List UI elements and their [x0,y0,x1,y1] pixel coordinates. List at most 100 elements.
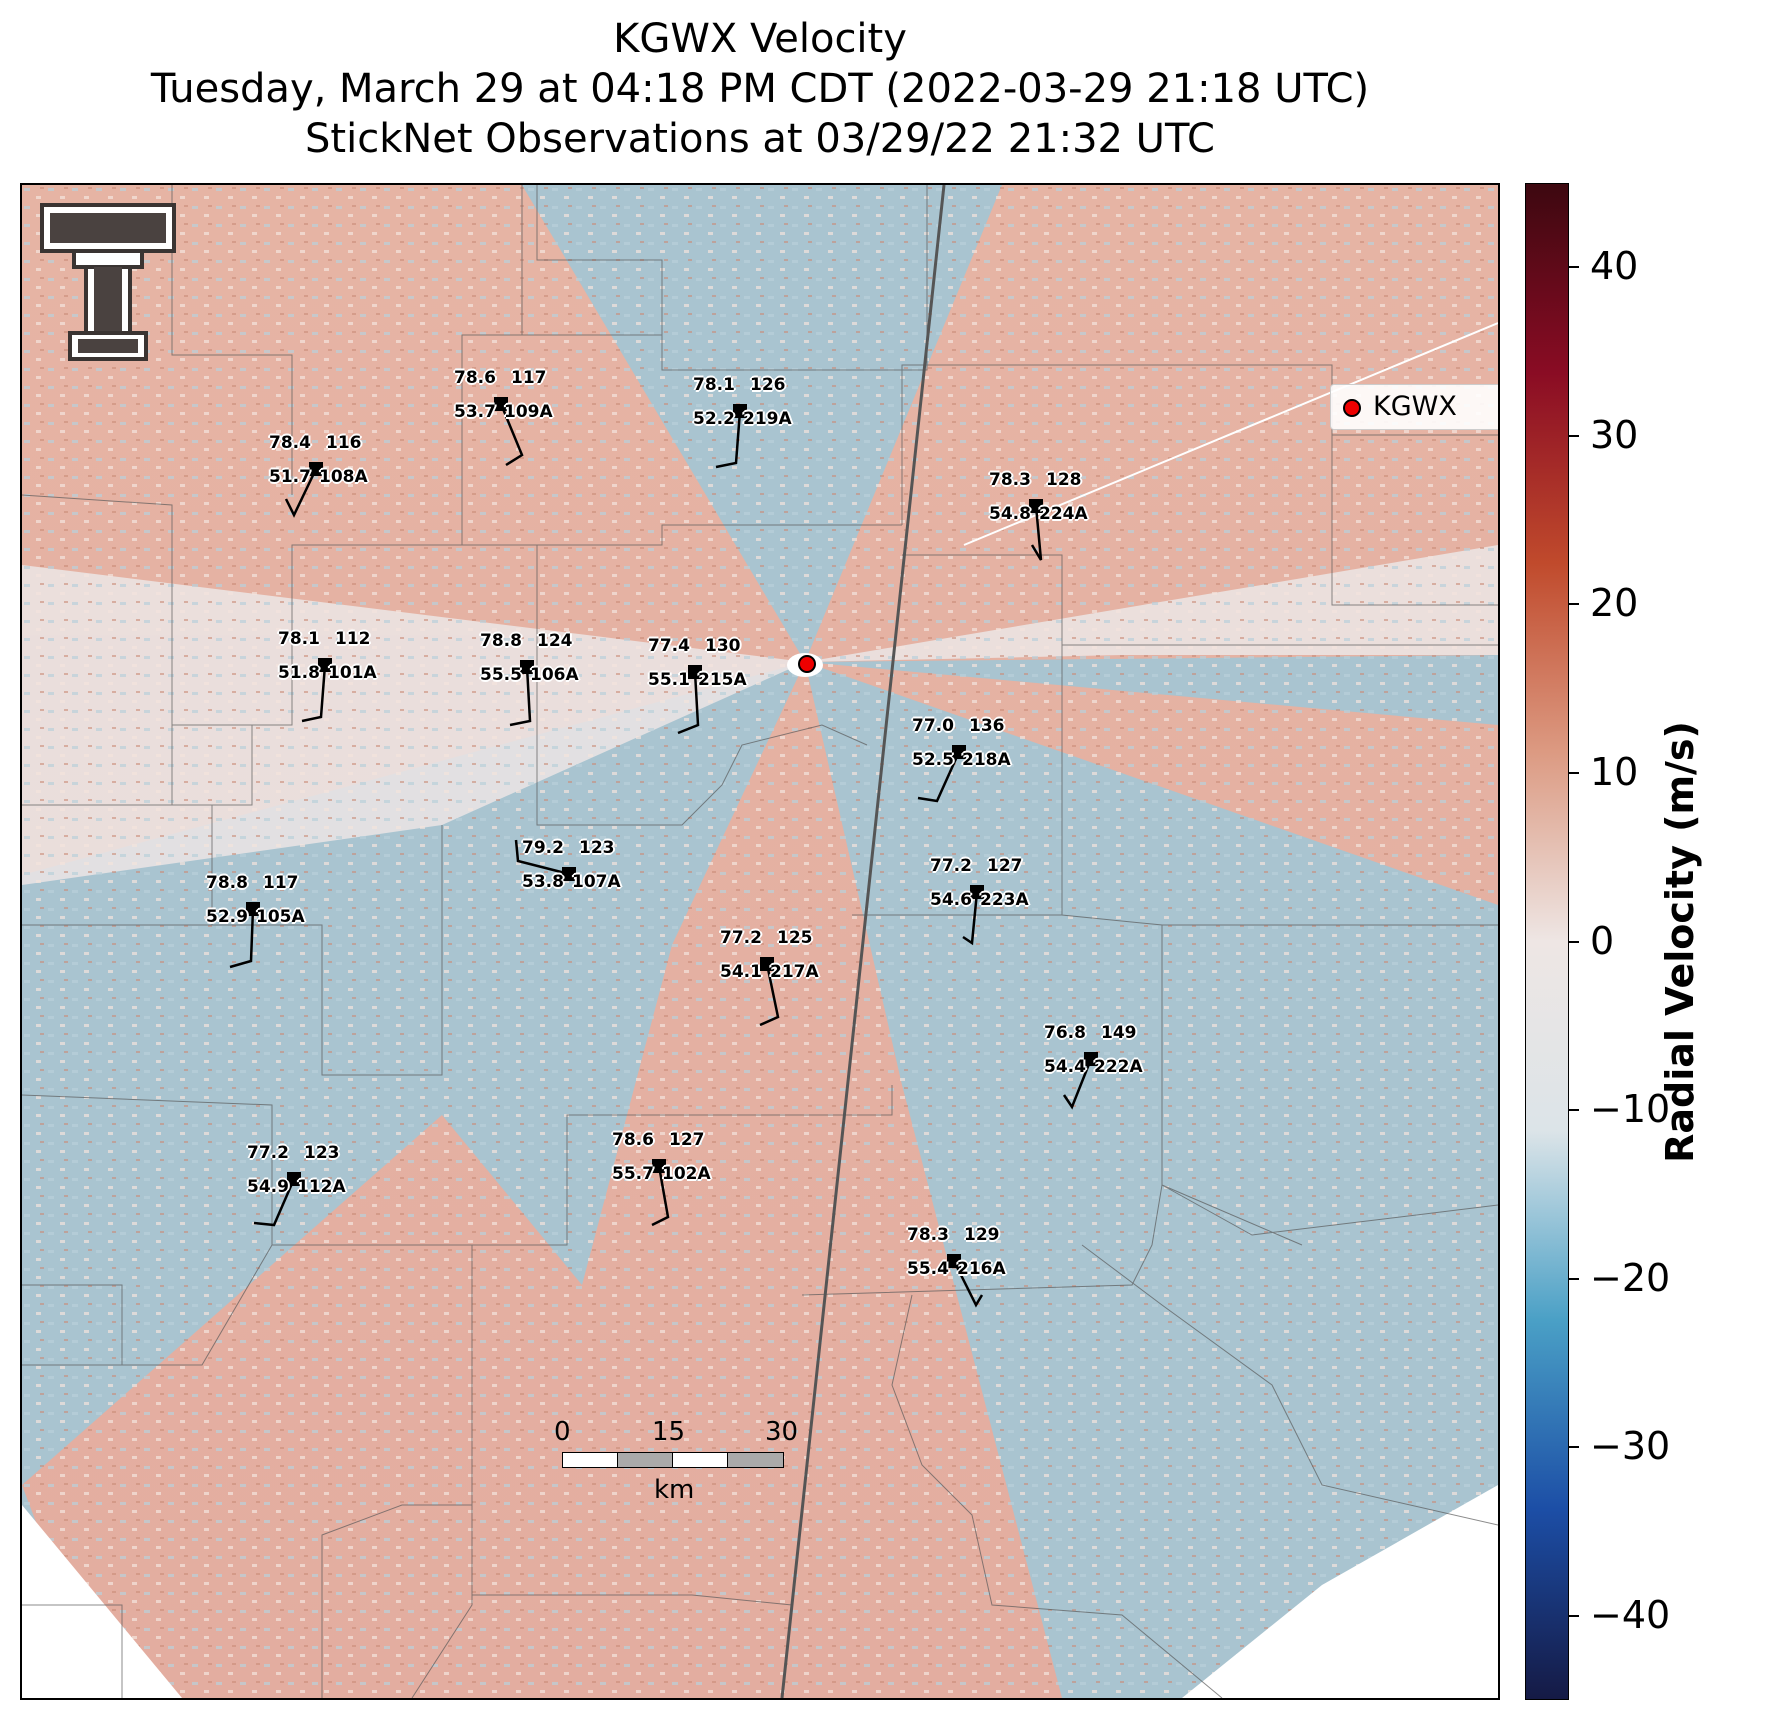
station-temperature: 76.8 [1044,1023,1086,1043]
station-temperature: 79.2 [522,838,564,858]
station-pressure: 128 [1046,470,1082,490]
station-dewpoint: 55.4 [907,1259,949,1279]
station-temperature: 77.2 [247,1143,289,1163]
station-dewpoint: 54.9 [247,1177,289,1197]
colorbar-tick-label: −40 [1590,1592,1671,1637]
station-temperature: 78.1 [693,375,735,395]
wind-barbs [229,403,1093,1308]
station-marker [733,404,747,418]
colorbar-tick-label: 20 [1590,581,1639,626]
station-dewpoint: 52.5 [912,750,954,770]
scale-unit: km [654,1475,695,1505]
radar-artifact-line [963,322,1498,546]
station-id: 217A [770,962,819,982]
station-dewpoint: 55.7 [612,1164,654,1184]
station-id: 216A [957,1259,1006,1279]
colorbar-tick [1569,1277,1579,1280]
radar-site-marker[interactable] [798,655,816,673]
scale-bar [562,1452,784,1470]
station-marker [1029,499,1043,513]
station-marker [952,745,966,759]
station-marker [970,885,984,899]
station-dewpoint: 54.1 [720,962,762,982]
colorbar-tick-label: 30 [1590,412,1639,457]
station-pressure: 130 [705,636,741,656]
station-id: 102A [662,1164,711,1184]
state-line [780,185,946,1698]
station-marker [652,1159,666,1173]
station-temperature: 78.6 [454,368,496,388]
county-boundaries [22,185,1498,1698]
station-id: 109A [504,402,553,422]
map-legend: KGWX [1330,384,1498,430]
no-data-areas [22,653,1498,1698]
station-pressure: 127 [987,856,1023,876]
colorbar-tick [1569,1614,1579,1617]
station-pressure: 112 [335,629,371,649]
station-marker [562,867,576,881]
station-dewpoint: 52.9 [206,907,248,927]
colorbar-tick [1569,771,1579,774]
colorbar-label: Radial Velocity (m/s) [1658,721,1702,1163]
station-marker [947,1254,961,1268]
colorbar [1525,183,1569,1700]
station-dewpoint: 53.7 [454,402,496,422]
colorbar-tick [1569,1446,1579,1449]
station-id: 105A [256,907,305,927]
station-dewpoint: 55.5 [480,665,522,685]
radar-velocity-map[interactable]: KGWX 78.6 117 53.7 109A 78.1 126 52.2 219A 78.4 1… [20,183,1500,1700]
station-id: 215A [698,670,747,690]
station-pressure: 123 [304,1143,340,1163]
station-id: 224A [1039,504,1088,524]
station-pressure: 126 [750,375,786,395]
station-temperature: 78.8 [480,631,522,651]
station-temperature: 78.6 [612,1130,654,1150]
station-temperature: 78.1 [278,629,320,649]
title-line3: StickNet Observations at 03/29/22 21:32 … [305,116,1215,162]
station-marker [318,658,332,672]
station-dewpoint: 51.8 [278,663,320,683]
station-temperature: 78.3 [989,470,1031,490]
station-pressure: 117 [263,873,299,893]
colorbar-tick [1569,1109,1579,1112]
station-dewpoint: 51.7 [269,467,311,487]
colorbar-tick-label: −20 [1590,1255,1671,1300]
station-dewpoint: 53.8 [522,872,564,892]
station-pressure: 123 [579,838,615,858]
station-pressure: 127 [669,1130,705,1150]
station-pressure: 117 [511,368,547,388]
colorbar-tick-label: 0 [1590,918,1615,963]
colorbar-tick [1569,940,1579,943]
station-pressure: 149 [1101,1023,1137,1043]
station-temperature: 78.8 [206,873,248,893]
station-id: 108A [319,467,368,487]
station-dewpoint: 54.4 [1044,1057,1086,1077]
station-temperature: 77.4 [648,636,690,656]
colorbar-tick-label: 40 [1590,244,1639,289]
title-line2: Tuesday, March 29 at 04:18 PM CDT (2022-… [150,66,1370,112]
legend-label: KGWX [1373,391,1457,422]
radar-canvas [22,185,1498,1698]
colorbar-tick-label: −10 [1590,1087,1671,1132]
station-dewpoint: 55.1 [648,670,690,690]
station-pressure: 124 [537,631,573,651]
station-id: 218A [962,750,1011,770]
colorbar-tick-label: 10 [1590,749,1639,794]
station-id: 219A [743,409,792,429]
station-id: 106A [530,665,579,685]
texas-tech-double-t-logo [40,203,176,363]
station-id: 222A [1094,1057,1143,1077]
kgwx-marker-icon [1343,399,1361,417]
station-temperature: 77.2 [720,928,762,948]
scale-tick-30: 30 [765,1417,799,1447]
station-temperature: 78.3 [907,1225,949,1245]
station-id: 112A [297,1177,346,1197]
colorbar-tick [1569,603,1579,606]
station-pressure: 136 [969,716,1005,736]
station-marker [520,660,534,674]
station-dewpoint: 54.8 [989,504,1031,524]
station-marker [760,957,774,971]
station-marker [494,397,508,411]
station-id: 107A [572,872,621,892]
station-marker [688,665,702,679]
